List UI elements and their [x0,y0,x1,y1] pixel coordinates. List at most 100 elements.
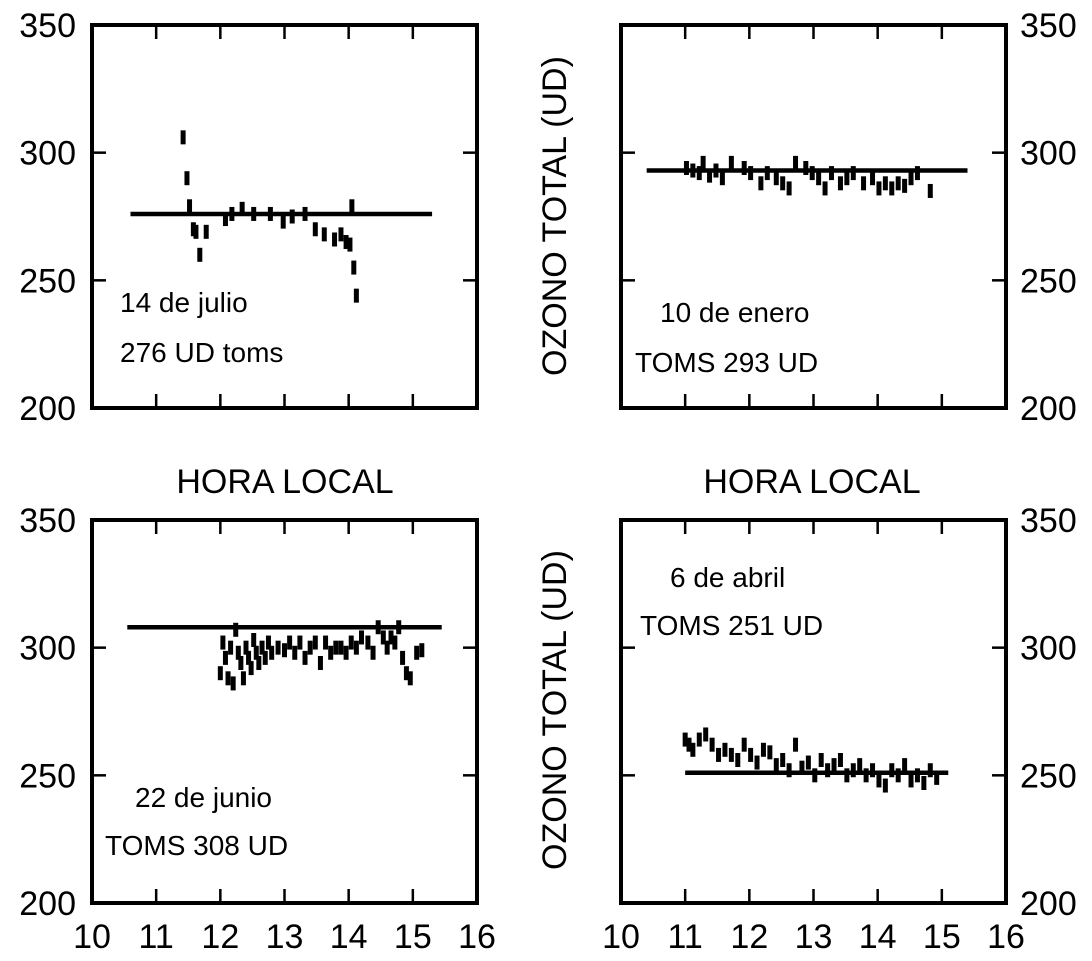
data-point [370,645,376,660]
y-tick-label: 300 [1020,135,1077,173]
data-point [380,630,386,645]
data-point [927,183,933,198]
panel-annotation-toms: 276 UD toms [120,337,283,368]
data-point [323,635,329,650]
data-point [251,633,257,648]
data-point [353,288,359,303]
data-point [351,260,357,275]
data-point [414,645,420,660]
chart-panel-22-junio: 10 11 12 13 14 15 16 200 250 300 350 22 de junio T… [19,502,496,956]
data-point [748,747,754,762]
x-tick-label: 15 [394,918,432,956]
data-point [400,650,406,665]
data-point [302,206,308,221]
x-tick-label: 12 [730,918,768,956]
data-point [793,155,799,170]
data-point [861,176,867,191]
data-point [203,224,209,239]
data-point [690,742,696,757]
data-point [831,758,837,773]
data-point [895,176,901,191]
data-point [690,163,696,178]
data-point [230,676,236,691]
data-point [728,747,734,762]
data-point [863,768,869,783]
y-tick-label: 300 [19,630,76,668]
data-point [793,737,799,752]
x-axis-title-top-right: HORA LOCAL [703,463,920,501]
data-point [696,732,702,747]
data-point [419,643,425,658]
data-point [902,758,908,773]
y-tick-label: 350 [1020,7,1077,45]
data-point [773,171,779,186]
data-point [908,773,914,788]
data-point [850,166,856,181]
data-point [927,763,933,778]
data-point [317,655,323,670]
data-point [265,635,271,650]
data-point [269,645,275,660]
data-point [307,640,313,655]
data-point [292,645,298,660]
data-point [844,768,850,783]
data-point [889,763,895,778]
data-point [187,199,193,214]
data-point [287,635,293,650]
x-tick-label: 10 [73,918,111,956]
data-point [741,160,747,175]
data-point [882,778,888,793]
data-point [780,753,786,768]
data-point [253,645,259,660]
data-point [180,130,186,145]
data-point [716,747,722,762]
data-point [934,770,940,785]
data-point [773,758,779,773]
data-point [384,640,390,655]
data-point [908,171,914,186]
data-point [349,199,355,214]
data-point [837,176,843,191]
data-point [267,206,273,221]
data-point [359,630,364,645]
x-tick-label: 13 [266,918,304,956]
data-point [709,737,715,752]
panel-annotation-date: 14 de julio [120,287,248,318]
x-tick-label: 11 [668,918,703,956]
data-point [683,160,689,175]
data-point [914,166,920,181]
panel-annotation-toms: TOMS 308 UD [105,830,288,861]
data-point [338,227,344,242]
data-point [222,212,228,227]
chart-panel-10-enero: 200 250 300 350 10 de enero TOMS 293 UD [619,7,1077,428]
data-point [312,635,318,650]
panel-annotation-toms: TOMS 293 UD [635,347,818,378]
panel-marks: 200 250 300 350 [19,7,479,428]
y-axis-title-bottom: OZONO TOTAL (UD) [536,550,574,870]
y-tick-label: 250 [19,757,76,795]
data-point [248,661,254,676]
y-tick-label: 250 [1020,262,1077,300]
data-point [197,247,203,262]
data-point [703,727,709,742]
data-point [758,176,764,191]
data-point [696,166,702,181]
data-point [818,753,824,768]
data-point [882,176,888,191]
data-point [748,166,754,181]
data-point [297,635,303,650]
data-point [844,171,850,186]
x-tick-label: 13 [795,918,833,956]
data-point [375,620,381,635]
data-point [225,671,231,686]
data-point [805,755,811,770]
panel-marks: 200 250 300 350 [619,7,1077,428]
data-point [343,235,349,250]
x-tick-label: 16 [458,918,496,956]
data-point [812,768,818,783]
data-point [809,166,815,181]
y-tick-label: 250 [1020,757,1077,795]
